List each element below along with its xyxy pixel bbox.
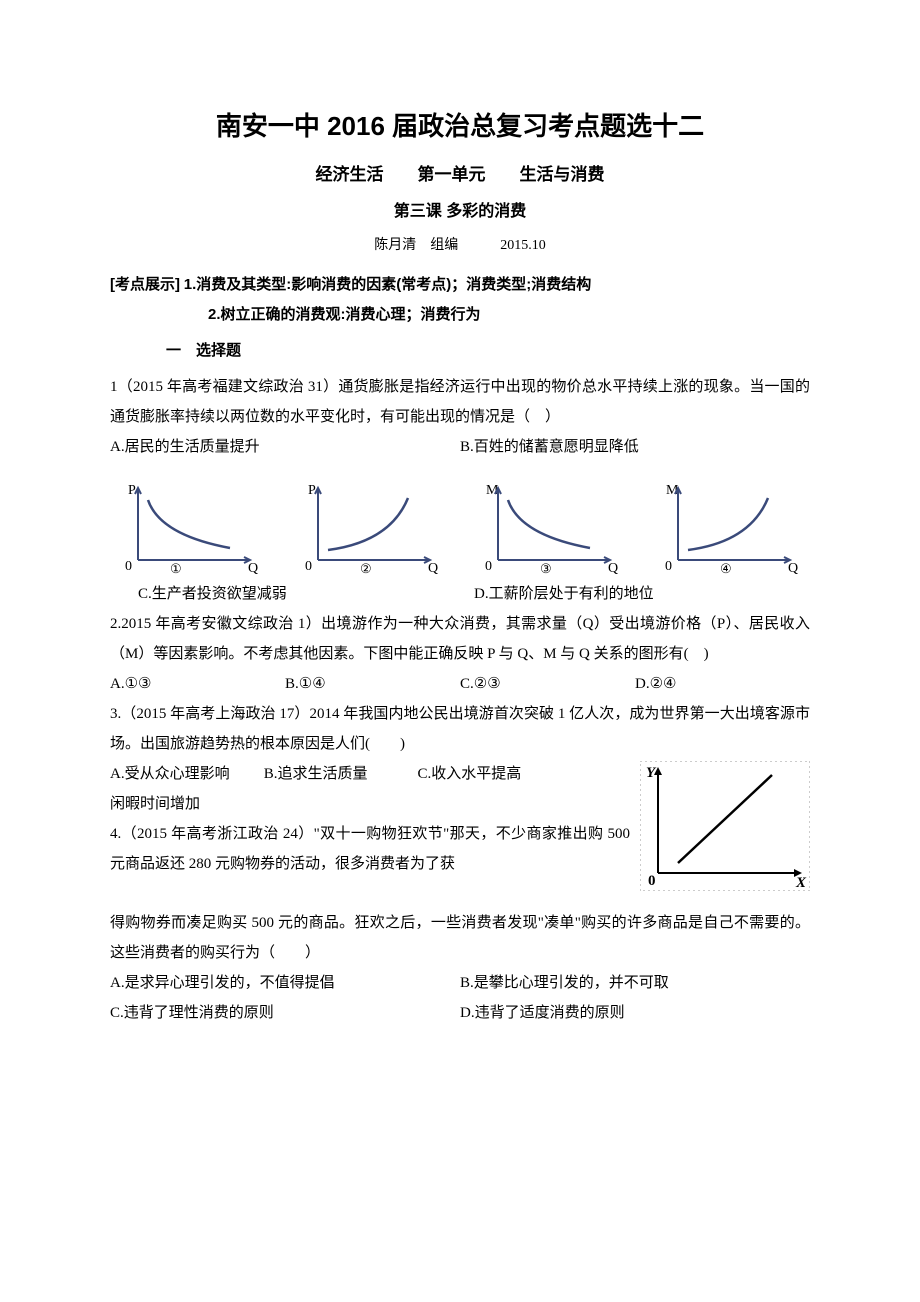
chart2-num: ② — [360, 561, 372, 575]
kaodian-label: [考点展示] — [110, 276, 180, 293]
q1-opt-c: C.生产者投资欲望减弱 — [138, 579, 474, 609]
chart1-num: ① — [170, 561, 182, 575]
chart-1: P 0 ① Q — [110, 480, 270, 575]
svg-text:0: 0 — [305, 559, 312, 574]
chart3-num: ③ — [540, 561, 552, 575]
q2-opt-a: A.①③ — [110, 669, 285, 699]
chart4-xlabel: Q — [788, 561, 798, 575]
page-subtitle: 经济生活 第一单元 生活与消费 — [110, 158, 810, 192]
svg-text:0: 0 — [648, 873, 656, 889]
q4-opts-cd: C.违背了理性消费的原则 D.违背了适度消费的原则 — [110, 998, 810, 1028]
chart1-xlabel: Q — [248, 561, 258, 575]
page-title: 南安一中 2016 届政治总复习考点题选十二 — [110, 100, 810, 152]
q4-text-b: 得购物券而凑足购买 500 元的商品。狂欢之后，一些消费者发现"凑单"购买的许多… — [110, 908, 810, 968]
q4-opt-a: A.是求异心理引发的，不值得提倡 — [110, 968, 460, 998]
q4-opt-d: D.违背了适度消费的原则 — [460, 998, 625, 1028]
svg-text:0: 0 — [665, 559, 672, 574]
svg-text:0: 0 — [485, 559, 492, 574]
q3-opt-a: A.受从众心理影响 — [110, 759, 260, 789]
chart-row: P 0 ① Q P 0 ② Q M — [110, 480, 810, 575]
chart-2: P 0 ② Q — [290, 480, 450, 575]
q1-opt-d: D.工薪阶层处于有利的地位 — [474, 579, 810, 609]
chart4-num: ④ — [720, 561, 732, 575]
q4-opt-c: C.违背了理性消费的原则 — [110, 998, 460, 1028]
q1-opt-b: B.百姓的储蓄意愿明显降低 — [460, 432, 810, 462]
line-graph: Y 0 X — [640, 761, 810, 902]
chart1-ylabel: P — [128, 483, 136, 498]
q3-opt-c: C.收入水平提高 — [418, 759, 522, 789]
q4-opts-ab: A.是求异心理引发的，不值得提倡 B.是攀比心理引发的，并不可取 — [110, 968, 810, 998]
kaodian-text1: 1.消费及其类型:影响消费的因素(常考点)；消费类型;消费结构 — [184, 276, 592, 293]
chart3-xlabel: Q — [608, 561, 618, 575]
chart-3: M 0 ③ Q — [470, 480, 630, 575]
section-1-head: 一 选择题 — [166, 336, 810, 366]
chart2-ylabel: P — [308, 483, 316, 498]
page-subtitle2: 第三课 多彩的消费 — [110, 196, 810, 228]
q4-opt-b: B.是攀比心理引发的，并不可取 — [460, 968, 669, 998]
q3-text: 3.（2015 年高考上海政治 17）2014 年我国内地公民出境游首次突破 1… — [110, 699, 810, 759]
q2-text: 2.2015 年高考安徽文综政治 1）出境游作为一种大众消费，其需求量（Q）受出… — [110, 609, 810, 669]
linegraph-xlabel: X — [795, 875, 807, 891]
q1-opt-a: A.居民的生活质量提升 — [110, 432, 460, 462]
chart2-xlabel: Q — [428, 561, 438, 575]
q1-opts-ab: A.居民的生活质量提升 B.百姓的储蓄意愿明显降低 — [110, 432, 810, 462]
q1-opts-cd: C.生产者投资欲望减弱 D.工薪阶层处于有利的地位 — [110, 579, 810, 609]
q2-opts: A.①③ B.①④ C.②③ D.②④ — [110, 669, 810, 699]
q1-text: 1（2015 年高考福建文综政治 31）通货膨胀是指经济运行中出现的物价总水平持… — [110, 372, 810, 432]
author-line: 陈月清 组编 2015.10 — [110, 232, 810, 260]
q2-opt-b: B.①④ — [285, 669, 460, 699]
q3-opt-b: B.追求生活质量 — [264, 759, 414, 789]
q2-opt-d: D.②④ — [635, 669, 810, 699]
chart-4: M 0 ④ Q — [650, 480, 810, 575]
kaodian-line2: 2.树立正确的消费观:消费心理；消费行为 — [208, 300, 810, 330]
q2-opt-c: C.②③ — [460, 669, 635, 699]
kaodian-line1: [考点展示] 1.消费及其类型:影响消费的因素(常考点)；消费类型;消费结构 — [110, 270, 810, 300]
svg-text:0: 0 — [125, 559, 132, 574]
